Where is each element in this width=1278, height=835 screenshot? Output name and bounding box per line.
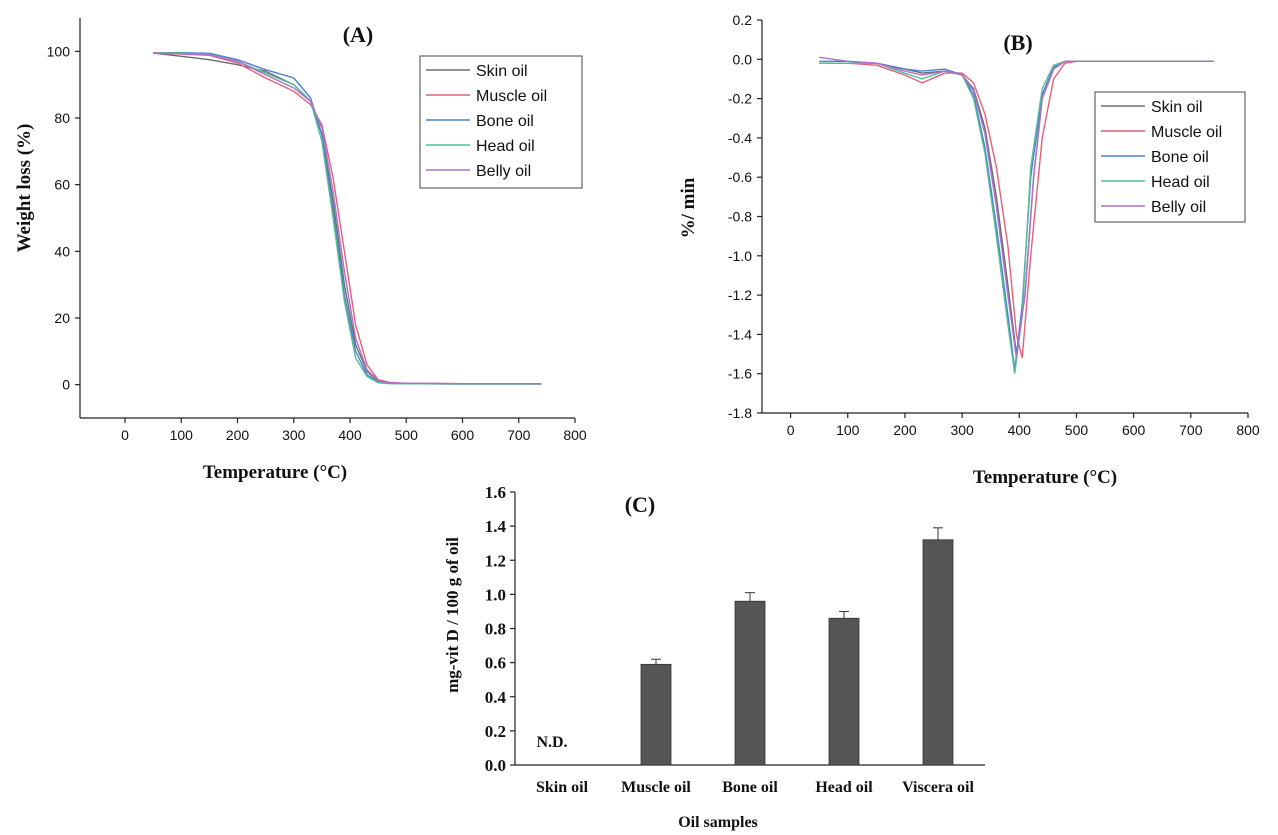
legend: Skin oil Muscle oil Bone oil Head oil Belly … xyxy=(419,55,583,189)
legend-label: Skin oil xyxy=(476,63,528,80)
y-tick-label: 0.0 xyxy=(485,756,506,775)
x-tick-label: 800 xyxy=(563,427,587,443)
y-tick-label: 0.2 xyxy=(733,12,753,28)
y-axis-label: mg-vit D / 100 g of oil xyxy=(443,537,462,693)
x-tick-label: 600 xyxy=(1122,422,1146,438)
x-tick-label: 400 xyxy=(338,427,362,443)
x-axis-label: Oil samples xyxy=(678,814,758,831)
legend-label: Muscle oil xyxy=(476,88,547,105)
annotation-nd: N.D. xyxy=(536,734,567,751)
category-label: Head oil xyxy=(815,779,873,796)
legend-label: Bone oil xyxy=(476,113,534,130)
x-tick-label: 700 xyxy=(507,427,531,443)
series-line-belly-oil xyxy=(153,52,542,385)
y-tick-label: -1.4 xyxy=(728,326,752,342)
category-label: Muscle oil xyxy=(621,779,691,796)
y-tick-label: 1.6 xyxy=(485,483,506,502)
legend-box xyxy=(419,55,583,189)
x-tick-label: 100 xyxy=(170,427,194,443)
y-tick-label: 40 xyxy=(54,243,70,259)
category-label: Skin oil xyxy=(536,779,589,796)
y-tick-label: -1.6 xyxy=(728,366,752,382)
x-tick-label: 700 xyxy=(1179,422,1203,438)
x-tick-label: 300 xyxy=(950,422,974,438)
y-tick-label: 100 xyxy=(47,43,71,59)
x-tick-label: 800 xyxy=(1236,422,1260,438)
panel-title: (C) xyxy=(625,492,656,517)
x-tick-label: 0 xyxy=(121,427,129,443)
x-tick-label: 300 xyxy=(282,427,306,443)
series-line-muscle-oil xyxy=(819,60,1214,359)
legend-label: Belly oil xyxy=(1151,199,1206,216)
y-tick-label: -1.2 xyxy=(728,287,752,303)
bar xyxy=(640,663,672,766)
legend-label: Muscle oil xyxy=(1151,124,1222,141)
legend-label: Skin oil xyxy=(1151,99,1203,116)
y-tick-label: 0.2 xyxy=(485,722,506,741)
y-tick-label: 20 xyxy=(54,310,70,326)
legend-label: Belly oil xyxy=(476,163,531,180)
y-tick-label: -1.0 xyxy=(728,248,752,264)
y-tick-label: 0 xyxy=(62,377,70,393)
y-tick-label: 1.0 xyxy=(485,585,506,604)
legend-label: Head oil xyxy=(1151,174,1210,191)
y-tick-label: -1.8 xyxy=(728,405,752,421)
y-axis-label: %/ min xyxy=(678,177,699,238)
legend-label: Head oil xyxy=(476,138,535,155)
bar xyxy=(922,539,954,766)
legend-box xyxy=(1094,91,1246,223)
panel-title: (B) xyxy=(1003,30,1032,55)
panel-a: 0 100 200 300 400 500 600 700 800 0 20 40 60 80 100 (A)… xyxy=(14,18,587,483)
x-tick-label: 100 xyxy=(836,422,860,438)
y-tick-label: 60 xyxy=(54,177,70,193)
y-tick-label: 80 xyxy=(54,110,70,126)
x-tick-label: 0 xyxy=(787,422,795,438)
y-tick-label: -0.8 xyxy=(728,209,752,225)
panel-b: 0 100 200 300 400 500 600 700 800 0.2 0.0 -0.2 -0.4 -… xyxy=(678,12,1260,488)
bar xyxy=(828,617,860,766)
x-tick-label: 600 xyxy=(451,427,475,443)
panel-title: (A) xyxy=(343,22,374,47)
legend-label: Bone oil xyxy=(1151,149,1209,166)
x-axis-label: Temperature (°C) xyxy=(973,467,1117,488)
x-tick-label: 500 xyxy=(1065,422,1089,438)
legend: Skin oil Muscle oil Bone oil Head oil Belly … xyxy=(1094,91,1246,223)
y-tick-label: 1.4 xyxy=(485,517,507,536)
y-tick-label: -0.4 xyxy=(728,130,752,146)
y-tick-label: 0.8 xyxy=(485,620,506,639)
panel-c: 0.0 0.2 0.4 0.6 0.8 1.0 1.2 1.4 1.6 Skin oil Muscl… xyxy=(443,483,985,831)
x-tick-label: 500 xyxy=(395,427,419,443)
y-tick-label: 0.0 xyxy=(733,51,753,67)
y-tick-label: -0.6 xyxy=(728,169,752,185)
y-axis-label: Weight loss (%) xyxy=(14,124,35,253)
x-axis-label: Temperature (°C) xyxy=(203,462,347,483)
y-tick-label: 1.2 xyxy=(485,551,506,570)
x-tick-label: 400 xyxy=(1008,422,1032,438)
x-tick-label: 200 xyxy=(226,427,250,443)
category-label: Viscera oil xyxy=(902,779,974,796)
x-tick-label: 200 xyxy=(893,422,917,438)
y-tick-label: 0.4 xyxy=(485,688,507,707)
y-tick-label: 0.6 xyxy=(485,654,506,673)
bar xyxy=(734,600,766,766)
category-label: Bone oil xyxy=(722,779,778,796)
series-line-belly-oil xyxy=(819,56,1214,359)
y-tick-label: -0.2 xyxy=(728,91,752,107)
